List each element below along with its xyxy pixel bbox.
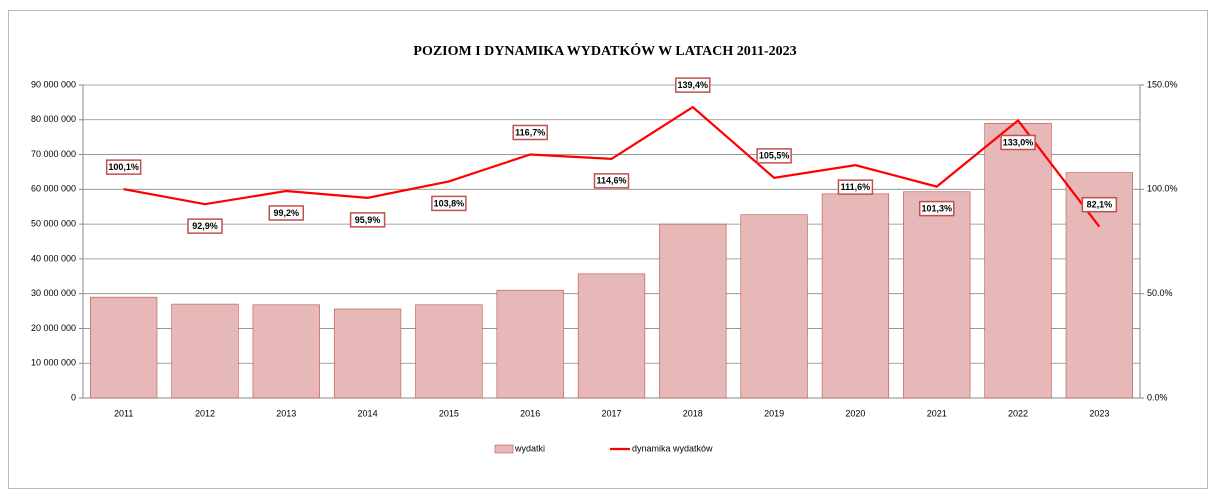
data-label-box <box>593 173 630 189</box>
legend-label: wydatki <box>514 443 545 453</box>
data-label: 101,3% <box>921 203 952 213</box>
data-label-box <box>431 195 467 212</box>
data-label-box <box>675 77 711 93</box>
legend-swatch <box>494 444 514 454</box>
data-label: 82,1% <box>1087 200 1113 210</box>
data-label: 139,4% <box>678 80 709 90</box>
bar <box>659 223 727 399</box>
x-tick-label: 2017 <box>601 408 621 418</box>
bar <box>496 289 564 399</box>
data-label-box <box>1000 134 1036 151</box>
x-tick-label: 2016 <box>520 408 540 418</box>
data-label-box <box>837 179 874 195</box>
y-tick-label: 10 000 000 <box>31 358 76 368</box>
bar <box>903 191 971 399</box>
data-label: 100,1% <box>108 162 139 172</box>
data-label: 111,6% <box>841 182 871 192</box>
y-tick-label: 30 000 000 <box>31 288 76 298</box>
data-label-box <box>187 218 223 234</box>
x-tick-label: 2012 <box>195 408 215 418</box>
y-tick-label: 40 000 000 <box>31 253 76 263</box>
x-tick-label: 2011 <box>114 408 133 418</box>
y2-tick-label: 150.0% <box>1147 79 1178 89</box>
x-tick-label: 2013 <box>276 408 296 418</box>
x-tick-label: 2023 <box>1089 408 1109 418</box>
data-label: 114,6% <box>596 176 626 186</box>
bar <box>984 122 1052 399</box>
data-label-box <box>349 212 386 228</box>
data-label-box <box>918 200 955 217</box>
y-tick-label: 70 000 000 <box>31 149 76 159</box>
bar <box>333 308 402 399</box>
bar <box>90 296 158 399</box>
data-label-box <box>105 159 142 175</box>
y-tick-label: 80 000 000 <box>31 114 76 124</box>
y-tick-label: 50 000 000 <box>31 218 76 228</box>
data-label: 99,2% <box>274 208 300 218</box>
x-tick-label: 2021 <box>927 408 947 418</box>
x-tick-label: 2014 <box>358 408 378 418</box>
x-tick-label: 2018 <box>683 408 703 418</box>
x-tick-label: 2015 <box>439 408 459 418</box>
y-tick-label: 20 000 000 <box>31 323 76 333</box>
data-label: 95,9% <box>355 215 381 225</box>
chart-title: POZIOM I DYNAMIKA WYDATKÓW W LATACH 2011… <box>413 42 796 59</box>
bar <box>252 304 320 399</box>
data-label: 103,8% <box>434 198 465 208</box>
x-tick-label: 2022 <box>1008 408 1028 418</box>
bar <box>740 214 808 399</box>
data-label: 133,0% <box>1003 137 1034 147</box>
data-label-box <box>1081 196 1118 213</box>
y2-tick-label: 50.0% <box>1147 288 1173 298</box>
y-tick-label: 0 <box>71 392 76 402</box>
bar <box>577 273 646 399</box>
data-label-box <box>512 124 548 141</box>
x-tick-label: 2020 <box>845 408 865 418</box>
y2-tick-label: 0.0% <box>1147 392 1168 402</box>
x-tick-label: 2019 <box>764 408 784 418</box>
line <box>123 105 1101 228</box>
y-tick-label: 90 000 000 <box>31 79 76 89</box>
data-label-box <box>268 205 305 221</box>
y2-tick-label: 100.0% <box>1147 184 1178 194</box>
bar <box>415 304 483 399</box>
data-label: 116,7% <box>515 127 545 137</box>
bar <box>821 193 890 399</box>
y-tick-label: 60 000 000 <box>31 184 76 194</box>
bar <box>171 303 239 399</box>
data-label: 105,5% <box>759 151 790 161</box>
data-label: 92,9% <box>192 221 218 231</box>
data-label-box <box>756 148 792 164</box>
legend-label: dynamika wydatków <box>632 443 713 453</box>
